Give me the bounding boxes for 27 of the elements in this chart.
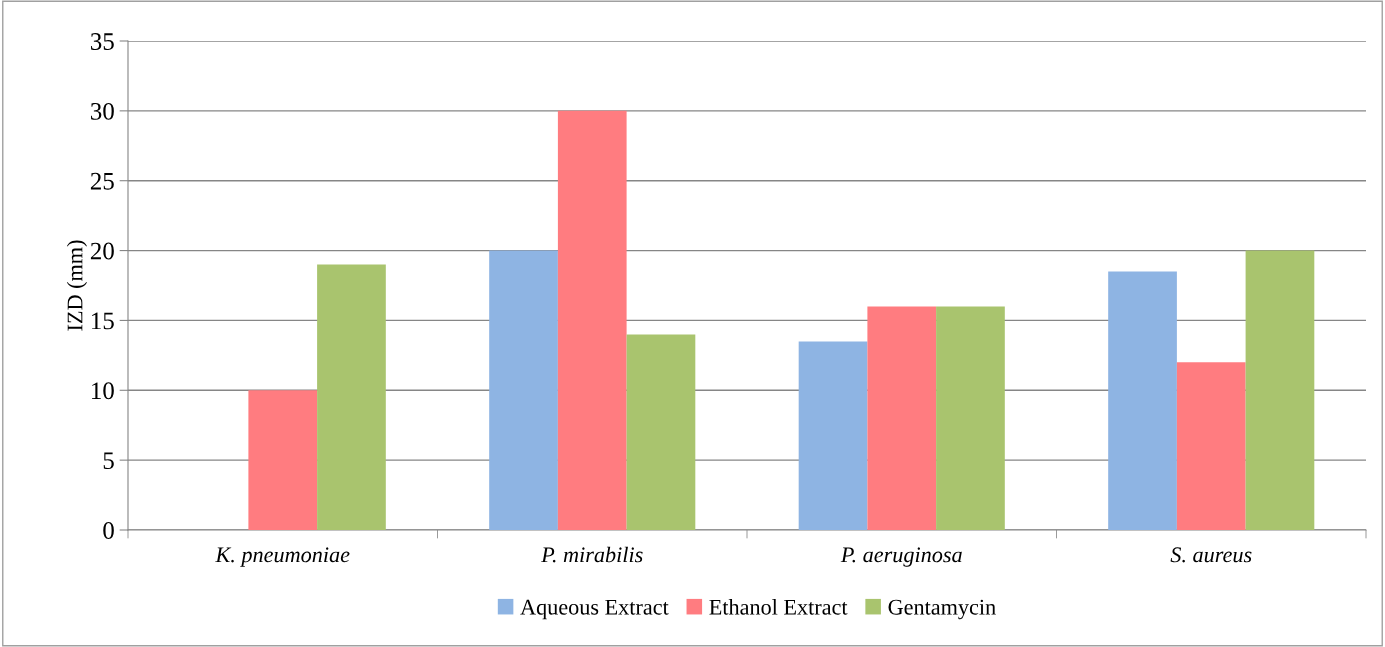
y-tick-label: 20 (90, 242, 114, 260)
legend-label: Gentamycin (888, 599, 996, 620)
y-tick-label: 15 (92, 312, 114, 330)
y-tick-label: 30 (91, 102, 114, 120)
bar (626, 334, 696, 530)
bar (936, 306, 1005, 530)
bar (1245, 250, 1315, 530)
x-tick-label: S. aureus (1170, 547, 1252, 563)
bar (489, 250, 558, 530)
y-tick-label: 10 (92, 382, 114, 400)
y-tick-label: 25 (90, 172, 114, 190)
x-tick-label: P. aeruginosa (840, 547, 962, 567)
bar (1176, 362, 1246, 530)
bar (317, 264, 386, 530)
legend-label: Aqueous Extract (520, 599, 669, 620)
x-tick-label: P. mirabilis (541, 546, 643, 563)
y-tick-label: 5 (103, 452, 114, 470)
y-tick-label: 35 (91, 33, 114, 50)
bar (557, 110, 627, 530)
bar (1108, 271, 1177, 530)
bar (248, 390, 318, 530)
x-tick-label: K. pneumoniae (215, 547, 350, 567)
legend-label: Ethanol Extract (709, 599, 848, 615)
y-tick-label: 0 (103, 522, 114, 539)
y-axis-title: IZD (mm) (66, 240, 88, 331)
bar (867, 306, 937, 530)
bar (798, 341, 868, 530)
